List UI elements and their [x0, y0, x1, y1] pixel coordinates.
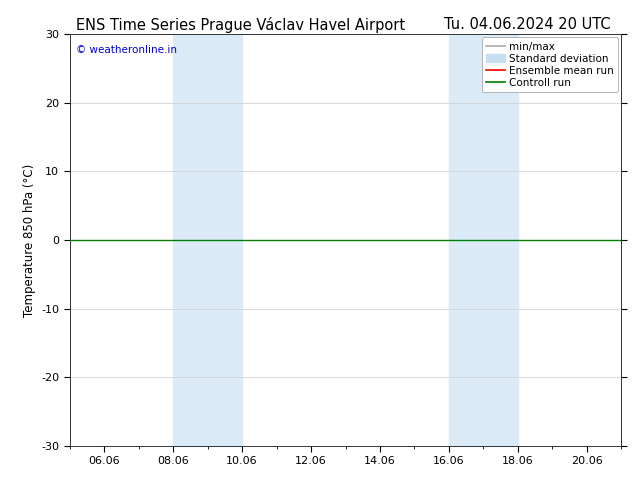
Text: © weatheronline.in: © weatheronline.in — [76, 45, 178, 54]
Bar — [449, 34, 518, 446]
Y-axis label: Temperature 850 hPa (°C): Temperature 850 hPa (°C) — [23, 164, 36, 317]
Text: Tu. 04.06.2024 20 UTC: Tu. 04.06.2024 20 UTC — [444, 17, 611, 32]
Bar — [173, 34, 242, 446]
Legend: min/max, Standard deviation, Ensemble mean run, Controll run: min/max, Standard deviation, Ensemble me… — [482, 37, 618, 92]
Text: ENS Time Series Prague Václav Havel Airport: ENS Time Series Prague Václav Havel Airp… — [76, 17, 405, 33]
